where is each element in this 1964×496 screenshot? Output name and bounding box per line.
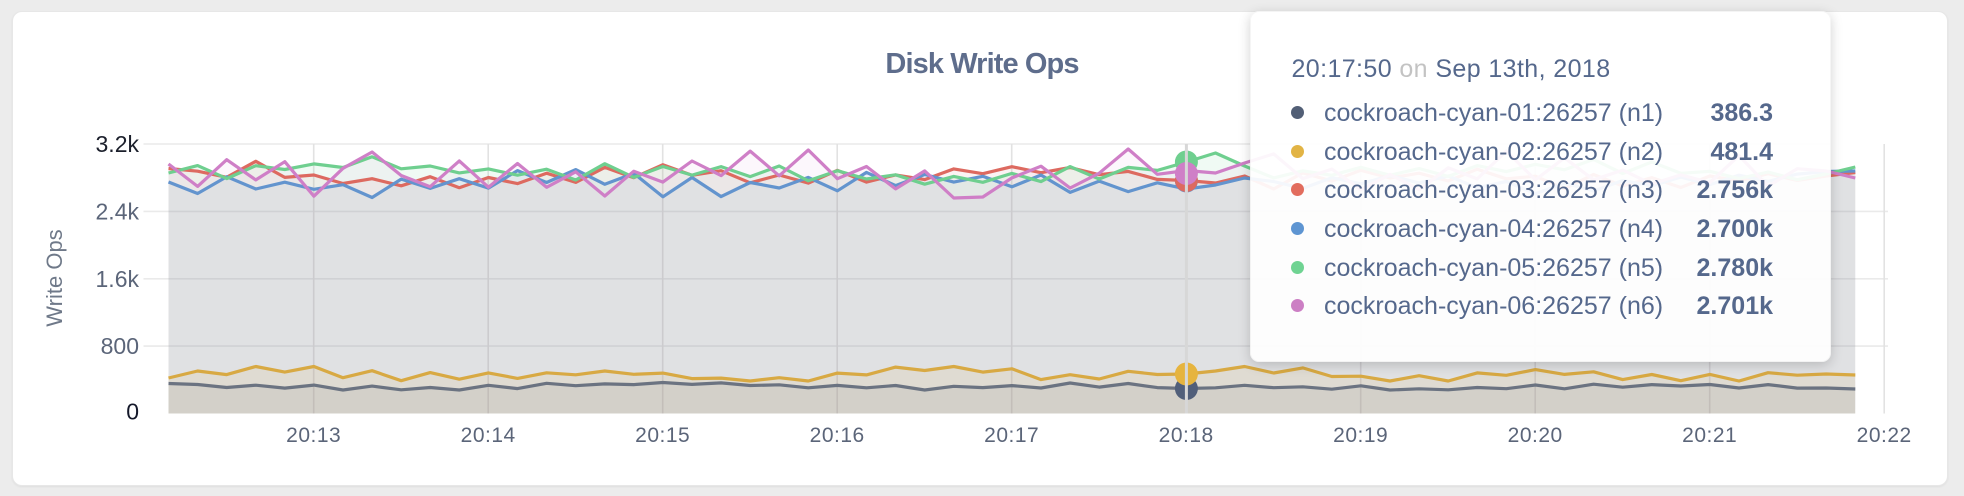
svg-text:20:18: 20:18 bbox=[1159, 424, 1214, 447]
svg-text:0: 0 bbox=[126, 399, 139, 425]
svg-text:20:19: 20:19 bbox=[1333, 424, 1388, 447]
svg-text:800: 800 bbox=[101, 333, 139, 359]
svg-text:20:22: 20:22 bbox=[1857, 424, 1912, 447]
svg-text:2.4k: 2.4k bbox=[96, 198, 140, 224]
svg-text:Write Ops: Write Ops bbox=[42, 229, 67, 326]
svg-text:20:20: 20:20 bbox=[1508, 424, 1563, 447]
svg-text:3.2k: 3.2k bbox=[96, 131, 140, 157]
svg-text:1.6k: 1.6k bbox=[96, 266, 140, 292]
svg-text:20:16: 20:16 bbox=[810, 424, 865, 447]
svg-text:20:17: 20:17 bbox=[984, 424, 1039, 447]
svg-text:20:15: 20:15 bbox=[635, 424, 690, 447]
svg-text:20:21: 20:21 bbox=[1682, 424, 1737, 447]
svg-text:20:14: 20:14 bbox=[461, 424, 516, 447]
svg-text:20:13: 20:13 bbox=[286, 424, 341, 447]
